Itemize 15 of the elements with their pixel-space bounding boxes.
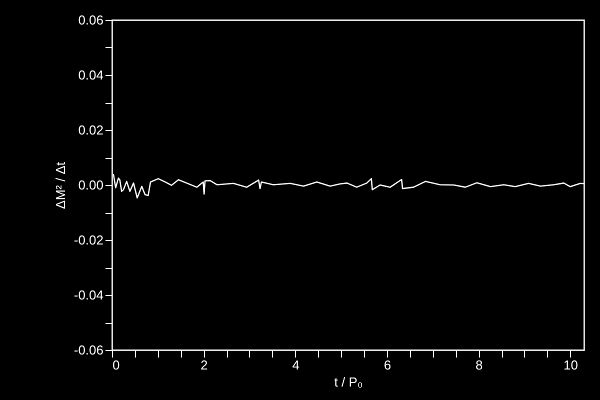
x-tick-label: 2: [200, 358, 208, 372]
x-tick-label: 4: [292, 358, 300, 372]
y-tick-label: -0.04: [74, 288, 104, 302]
y-tick-label: 0.02: [78, 122, 104, 138]
y-tick-label: 0.04: [78, 68, 104, 82]
y-tick-label: 0.00: [78, 178, 104, 192]
x-axis-title: t / P₀: [334, 374, 363, 390]
x-tick-label: 0: [112, 358, 120, 372]
y-axis-title: ΔM² / Δt: [52, 162, 68, 209]
x-tick-label: 6: [384, 358, 392, 372]
y-tick-label: -0.06: [74, 342, 104, 358]
x-tick-label: 10: [564, 358, 578, 372]
x-tick-label: 8: [475, 358, 483, 372]
y-tick-label: -0.02: [74, 232, 104, 248]
y-tick-label: 0.06: [78, 12, 104, 28]
